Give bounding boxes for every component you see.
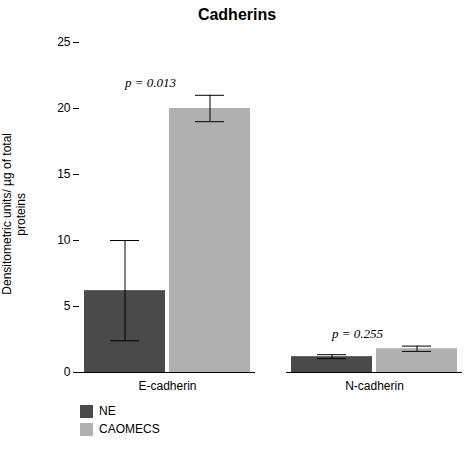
svg-text:5: 5 <box>64 299 71 313</box>
svg-text:20: 20 <box>57 101 71 115</box>
svg-text:15: 15 <box>57 167 71 181</box>
html-text:CAOMECS: CAOMECS <box>99 422 160 436</box>
html-text:Cadherins: Cadherins <box>197 6 277 23</box>
svg-text:p = 0.013: p = 0.013 <box>124 75 177 90</box>
svg-text:0: 0 <box>64 365 71 379</box>
svg-text:10: 10 <box>57 233 71 247</box>
svg-text:E-cadherin: E-cadherin <box>138 379 196 393</box>
svg-text:p = 0.255: p = 0.255 <box>331 326 384 341</box>
html-text:NE: NE <box>99 404 116 418</box>
svg-text:25: 25 <box>57 35 71 49</box>
html-text:Densitometric units/ µg of tot: Densitometric units/ µg of total protein… <box>0 133 28 295</box>
svg-text:N-cadherin: N-cadherin <box>345 379 404 393</box>
